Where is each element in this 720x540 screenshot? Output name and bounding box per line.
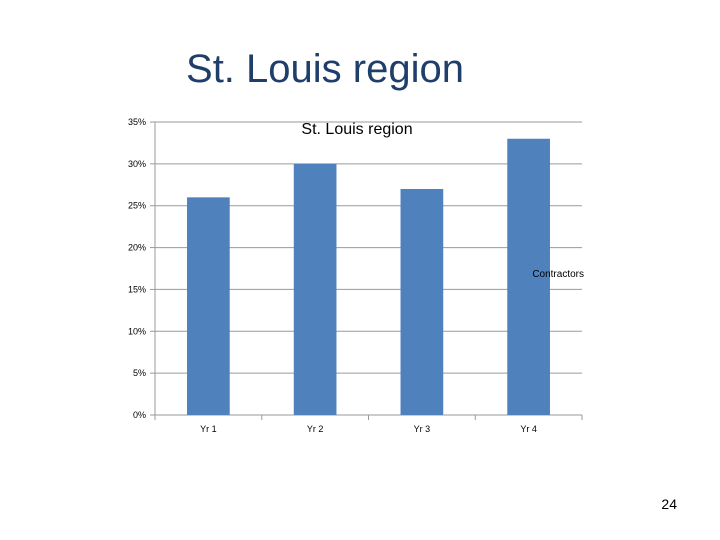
x-tick-label: Yr 3 bbox=[414, 424, 431, 434]
chart-title: St. Louis region bbox=[301, 121, 412, 138]
x-tick-label: Yr 4 bbox=[520, 424, 537, 434]
bar-yr-3 bbox=[400, 188, 444, 415]
y-tick-labels: 0% 5% 10% 15% 20% 25% 30% 35% bbox=[128, 117, 155, 420]
y-tick-label: 10% bbox=[128, 326, 146, 336]
slide-title: St. Louis region bbox=[186, 47, 464, 91]
y-tick-label: 35% bbox=[128, 117, 146, 127]
bar-yr-4 bbox=[507, 138, 550, 415]
bar-yr-2 bbox=[293, 163, 337, 415]
x-tick-label: Yr 2 bbox=[307, 424, 324, 434]
legend-label: Contractors bbox=[532, 269, 584, 280]
bar-yr-1 bbox=[187, 197, 230, 415]
y-tick-label: 0% bbox=[133, 410, 146, 420]
page-number: 24 bbox=[661, 496, 677, 512]
y-tick-label: 15% bbox=[128, 284, 146, 294]
bars bbox=[187, 138, 550, 415]
y-tick-label: 30% bbox=[128, 159, 146, 169]
x-tick-labels: Yr 1 Yr 2 Yr 3 Yr 4 bbox=[154, 415, 583, 434]
x-tick-label: Yr 1 bbox=[200, 424, 217, 434]
y-tick-label: 5% bbox=[133, 368, 146, 378]
y-tick-label: 25% bbox=[128, 201, 146, 211]
y-tick-label: 20% bbox=[128, 243, 146, 253]
